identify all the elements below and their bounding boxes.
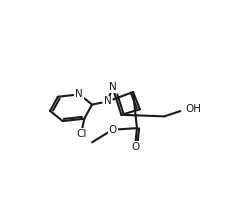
Text: N: N [75,89,83,99]
Text: O: O [108,125,117,135]
Text: OH: OH [186,104,202,114]
Text: N: N [109,82,116,92]
Text: Cl: Cl [76,129,86,139]
Text: O: O [131,142,139,152]
Text: N: N [104,96,112,106]
